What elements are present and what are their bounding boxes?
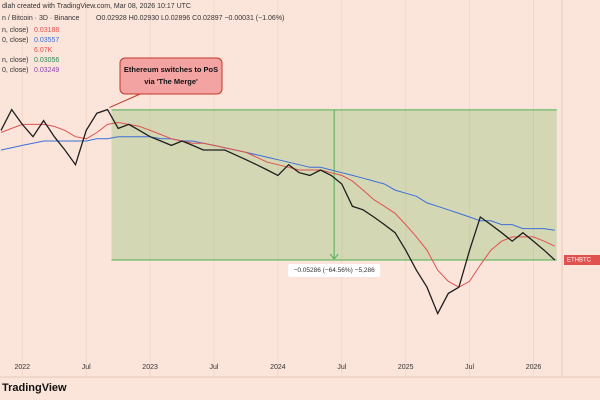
arrow-head xyxy=(329,253,339,260)
price-tag: ETHBTC xyxy=(567,258,592,264)
indicator-label: 0, close) xyxy=(2,67,28,74)
moving-average xyxy=(0,121,556,288)
indicator-value: 0.03249 xyxy=(34,67,59,74)
price-line xyxy=(0,108,556,316)
x-tick-label: 2024 xyxy=(270,364,286,371)
price-tag-box xyxy=(564,255,600,266)
moving-average xyxy=(0,136,555,231)
x-tick-label: 2023 xyxy=(142,364,158,371)
measure-label-box xyxy=(288,264,381,278)
annotation-box xyxy=(119,57,223,95)
indicator-value: 0.03188 xyxy=(34,27,59,34)
indicator-label: 0, close) xyxy=(2,37,28,44)
x-tick-label: Jul xyxy=(465,364,474,371)
annotation-text: via 'The Merge' xyxy=(144,77,198,86)
byline: dlah created with TradingView.com, Mar 0… xyxy=(2,3,191,10)
ohlc: O0.02928 H0.02930 L0.02896 C0.02897 −0.0… xyxy=(96,15,284,22)
measure-label: −0.05286 (−64.56%) −5,286 xyxy=(294,267,376,274)
indicator-label: n, close) xyxy=(2,27,28,34)
x-tick-label: Jul xyxy=(210,364,219,371)
plot xyxy=(0,0,557,377)
x-tick-label: 2026 xyxy=(526,364,542,371)
overlay: dlah created with TradingView.com, Mar 0… xyxy=(2,3,600,394)
annotation-text: Ethereum switches to PoS xyxy=(124,65,218,74)
symbol: n / Bitcoin · 3D · Binance xyxy=(2,15,80,22)
x-tick-label: 2022 xyxy=(15,364,31,371)
indicator-value: 0.03557 xyxy=(34,37,59,44)
indicator-label: n, close) xyxy=(2,57,28,64)
annotation-pointer xyxy=(109,93,141,109)
x-tick-label: Jul xyxy=(82,364,91,371)
indicator-value: 6.07K xyxy=(34,47,53,54)
x-tick-label: Jul xyxy=(337,364,346,371)
x-tick-label: 2025 xyxy=(398,364,414,371)
logo: TradingView xyxy=(2,382,67,394)
indicator-value: 0.03056 xyxy=(34,57,59,64)
